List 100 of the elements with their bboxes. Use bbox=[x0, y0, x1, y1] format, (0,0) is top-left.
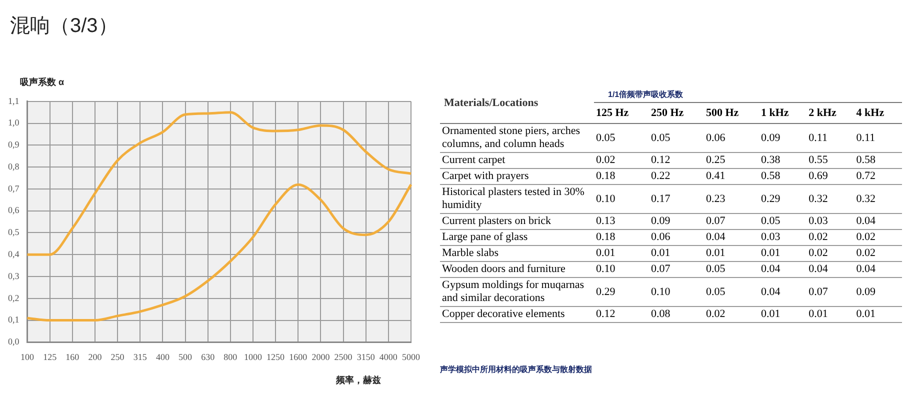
y-tick-label: 0,1 bbox=[8, 314, 20, 325]
data-label: 0.08 bbox=[648, 306, 704, 322]
data-label: 0.10 bbox=[594, 262, 649, 278]
y-axis-title: Materials/Locations bbox=[444, 97, 538, 109]
data-label: 0.12 bbox=[594, 306, 649, 322]
x-tick-label: 4000 bbox=[379, 352, 398, 362]
y-tick-label: Large pane of glass bbox=[440, 230, 594, 246]
x-tick-label: 1600 bbox=[289, 352, 308, 362]
x-tick-label: 200 bbox=[88, 352, 102, 362]
chart-title: 1/1倍频带声吸收系数 bbox=[608, 89, 684, 100]
x-axis-title: 频率，赫兹 bbox=[336, 374, 381, 387]
x-tick-label: 315 bbox=[133, 352, 148, 362]
data-label: 0.17 bbox=[648, 184, 704, 214]
data-label: 0.09 bbox=[854, 278, 902, 306]
data-label: 0.04 bbox=[758, 262, 807, 278]
data-label: 0.58 bbox=[854, 152, 902, 168]
data-label: 0.01 bbox=[594, 246, 649, 262]
data-label: 0.38 bbox=[758, 152, 807, 168]
y-tick-label: Carpet with prayers bbox=[440, 168, 594, 184]
data-label: 0.23 bbox=[704, 184, 759, 214]
data-label: 0.05 bbox=[758, 214, 807, 230]
y-tick-label: Marble slabs bbox=[440, 246, 594, 262]
data-label: 0.22 bbox=[648, 168, 704, 184]
data-label: 0.02 bbox=[594, 152, 649, 168]
y-tick-label: 0,8 bbox=[8, 161, 20, 172]
data-label: 0.58 bbox=[758, 168, 807, 184]
data-label: 0.69 bbox=[806, 168, 854, 184]
data-label: 0.04 bbox=[758, 278, 807, 306]
y-tick-label: 0,5 bbox=[8, 227, 20, 238]
x-tick-label: 160 bbox=[66, 352, 80, 362]
data-label: 0.05 bbox=[704, 278, 759, 306]
y-tick-label: Gypsum moldings for muqarnas and similar decorations bbox=[440, 278, 594, 306]
data-label: 0.18 bbox=[594, 230, 649, 246]
x-tick-label: 3150 bbox=[356, 352, 376, 362]
x-tick-label: 400 bbox=[156, 352, 170, 362]
x-tick-label: 800 bbox=[224, 352, 238, 362]
data-label: 0.01 bbox=[758, 246, 807, 262]
x-tick-label: 250 Hz bbox=[648, 102, 704, 124]
x-tick-label: 125 Hz bbox=[594, 102, 649, 124]
data-label: 0.07 bbox=[648, 262, 704, 278]
data-label: 0.05 bbox=[594, 124, 649, 152]
y-tick-label: Wooden doors and furniture bbox=[440, 262, 594, 278]
data-label: 0.04 bbox=[854, 262, 902, 278]
y-tick-label: 0,2 bbox=[8, 292, 20, 303]
data-label: 0.02 bbox=[854, 246, 902, 262]
data-label: 0.32 bbox=[806, 184, 854, 214]
data-label: 0.03 bbox=[806, 214, 854, 230]
y-tick-label: Historical plasters tested in 30% humidity bbox=[440, 184, 594, 214]
data-label: 0.11 bbox=[806, 124, 854, 152]
x-tick-label: 5000 bbox=[402, 352, 420, 362]
data-label: 0.02 bbox=[806, 246, 854, 262]
y-tick-label: Ornamented stone piers, arches columns, and column heads bbox=[440, 124, 594, 152]
x-tick-label: 630 bbox=[201, 352, 216, 362]
data-label: 0.04 bbox=[704, 230, 759, 246]
x-tick-label: 2000 bbox=[312, 352, 330, 362]
data-label: 0.72 bbox=[854, 168, 902, 184]
data-label: 0.06 bbox=[648, 230, 704, 246]
data-label: 0.13 bbox=[594, 214, 649, 230]
data-label: 0.01 bbox=[648, 246, 704, 262]
y-tick-label: 0,9 bbox=[8, 140, 20, 150]
x-tick-label: 500 bbox=[178, 352, 193, 362]
x-tick-label: 125 bbox=[43, 352, 58, 362]
x-tick-label: 2 kHz bbox=[806, 102, 854, 124]
x-tick-label: 1000 bbox=[244, 352, 262, 362]
text: 声学模拟中所用材料的吸声系数与散射数据 bbox=[440, 364, 592, 375]
chart-title: 混响（3/3） bbox=[10, 14, 118, 39]
y-tick-label: Copper decorative elements bbox=[440, 306, 594, 322]
data-label: 0.01 bbox=[806, 306, 854, 322]
data-label: 0.11 bbox=[854, 124, 902, 152]
data-label: 0.02 bbox=[806, 230, 854, 246]
data-label: 0.01 bbox=[854, 306, 902, 322]
data-label: 0.10 bbox=[648, 278, 704, 306]
data-label: 0.10 bbox=[594, 184, 649, 214]
data-label: 0.03 bbox=[758, 230, 807, 246]
x-tick-label: 1 kHz bbox=[758, 102, 807, 124]
data-label: 0.06 bbox=[704, 124, 759, 152]
data-label: 0.05 bbox=[648, 124, 704, 152]
data-label: 0.55 bbox=[806, 152, 854, 168]
data-label: 0.07 bbox=[806, 278, 854, 306]
data-label: 0.04 bbox=[806, 262, 854, 278]
y-tick-label: Current carpet bbox=[440, 152, 594, 168]
data-label: 0.29 bbox=[594, 278, 649, 306]
data-label: 0.02 bbox=[704, 306, 759, 322]
x-tick-label: 4 kHz bbox=[854, 102, 902, 124]
data-label: 0.07 bbox=[704, 214, 759, 230]
data-label: 0.04 bbox=[854, 214, 902, 230]
x-tick-label: 2500 bbox=[334, 352, 353, 362]
y-tick-label: 0,3 bbox=[8, 270, 20, 281]
data-label: 0.25 bbox=[704, 152, 759, 168]
data-label: 0.02 bbox=[854, 230, 902, 246]
y-tick-label: Current plasters on brick bbox=[440, 214, 594, 230]
x-tick-label: 250 bbox=[110, 352, 125, 362]
x-tick-label: 1250 bbox=[266, 352, 286, 362]
y-tick-label: 0,7 bbox=[8, 183, 20, 194]
data-label: 0.01 bbox=[704, 246, 759, 262]
data-label: 0.18 bbox=[594, 168, 649, 184]
y-tick-label: 1,1 bbox=[8, 96, 20, 106]
data-label: 0.05 bbox=[704, 262, 759, 278]
y-tick-label: 0,4 bbox=[8, 248, 20, 259]
x-tick-label: 100 bbox=[20, 352, 34, 362]
